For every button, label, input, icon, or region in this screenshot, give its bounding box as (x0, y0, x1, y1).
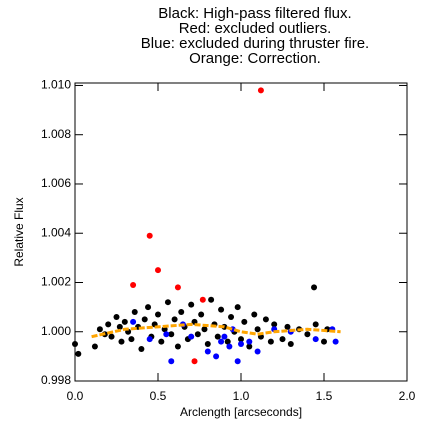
data-point (75, 350, 82, 357)
chart-title: Black: High-pass filtered flux. (158, 5, 351, 22)
data-point (321, 338, 327, 345)
x-tick-label: 2.0 (399, 389, 416, 403)
data-point (224, 338, 231, 345)
data-point (271, 321, 278, 328)
data-point (118, 338, 125, 345)
data-point (146, 232, 153, 239)
data-point (108, 333, 115, 340)
data-point (171, 316, 178, 323)
data-point (96, 326, 103, 333)
data-point (228, 313, 235, 320)
chart-title: Blue: excluded during thruster fire. (141, 35, 369, 52)
data-point (178, 309, 185, 316)
data-point (145, 304, 152, 311)
data-point (105, 321, 112, 328)
data-point (257, 87, 264, 94)
data-point (138, 345, 145, 352)
y-tick-label: 1.010 (41, 78, 71, 92)
data-point (146, 336, 153, 343)
data-point (208, 296, 215, 303)
data-point (218, 338, 225, 345)
data-point (246, 343, 253, 350)
data-point (251, 311, 258, 318)
data-point (279, 336, 286, 343)
data-point (254, 348, 261, 355)
data-point (113, 313, 120, 320)
data-point (246, 338, 253, 345)
data-point (72, 341, 78, 348)
data-point (155, 311, 161, 318)
data-point (262, 316, 269, 323)
data-point (194, 331, 201, 338)
data-point (254, 326, 261, 333)
data-point (332, 338, 339, 345)
data-point (213, 353, 220, 360)
data-point (163, 331, 170, 338)
x-tick-label: 1.5 (316, 389, 333, 403)
data-point (201, 326, 208, 333)
data-point (304, 331, 311, 338)
data-point (198, 311, 205, 318)
data-point (267, 338, 274, 345)
data-point (155, 267, 161, 274)
data-point (168, 331, 175, 338)
y-tick-label: 1.002 (41, 275, 71, 289)
data-point (174, 343, 181, 350)
data-point (191, 358, 198, 365)
data-point (311, 284, 318, 291)
data-point (130, 281, 137, 288)
data-point (91, 343, 98, 350)
chart-title: Orange: Correction. (189, 50, 321, 67)
data-point (234, 358, 241, 365)
y-tick-label: 1.006 (41, 176, 71, 190)
data-point (221, 333, 228, 340)
y-tick-label: 0.998 (41, 373, 71, 387)
data-point (241, 318, 248, 325)
data-point (226, 343, 233, 350)
data-point (121, 318, 128, 325)
data-point (116, 323, 123, 330)
data-point (141, 316, 148, 323)
data-point (164, 299, 171, 306)
data-point (214, 333, 221, 340)
chart-title: Red: excluded outliers. (179, 20, 332, 37)
y-tick-label: 1.000 (41, 324, 71, 338)
data-point (218, 306, 225, 313)
data-point (312, 321, 319, 328)
y-tick-label: 1.004 (41, 225, 71, 239)
x-tick-label: 1.0 (233, 389, 250, 403)
data-point (204, 348, 211, 355)
data-point (204, 341, 211, 348)
data-point (131, 309, 138, 316)
data-point (238, 336, 244, 343)
data-point (238, 341, 244, 348)
data-point (287, 341, 294, 348)
data-point (128, 336, 135, 343)
x-tick-label: 0.5 (150, 389, 167, 403)
data-point (158, 338, 165, 345)
data-point (199, 296, 206, 303)
data-point (312, 336, 319, 343)
y-tick-label: 1.008 (41, 127, 71, 141)
y-axis-label: Relative Flux (12, 197, 26, 266)
data-point (130, 318, 137, 325)
x-axis-label: Arclength [arcseconds] (180, 405, 302, 419)
correction-line (91, 322, 341, 339)
x-tick-label: 0.0 (67, 389, 84, 403)
data-point (234, 304, 241, 311)
data-point (284, 323, 291, 330)
data-point (188, 333, 195, 340)
data-point (188, 301, 195, 308)
data-point (168, 358, 175, 365)
data-point (174, 284, 181, 291)
